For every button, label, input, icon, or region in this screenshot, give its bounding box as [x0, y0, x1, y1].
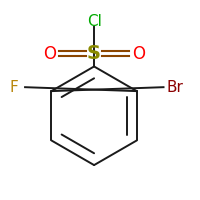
Text: Cl: Cl [87, 14, 102, 29]
Text: S: S [87, 44, 101, 63]
Text: Br: Br [167, 80, 183, 95]
Text: F: F [10, 80, 19, 95]
Text: O: O [43, 45, 56, 63]
Text: O: O [132, 45, 145, 63]
